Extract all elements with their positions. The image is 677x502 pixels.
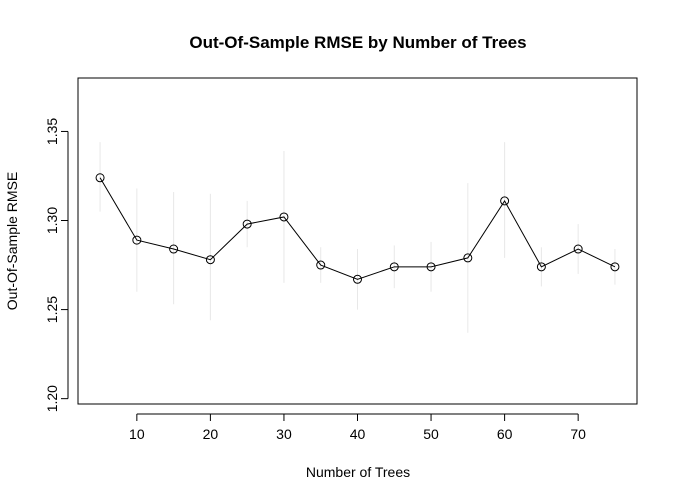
data-point (426, 262, 436, 272)
y-tick-label: 1.20 (44, 385, 60, 412)
chart-title: Out-Of-Sample RMSE by Number of Trees (189, 33, 526, 52)
data-point (316, 260, 326, 270)
x-tick-label: 40 (350, 426, 366, 442)
x-axis: 10 20 30 40 50 60 70 (129, 413, 586, 442)
data-point (389, 262, 399, 272)
x-axis-label: Number of Trees (306, 464, 410, 480)
plot-area-frame (77, 77, 638, 405)
data-point (610, 262, 620, 272)
data-point (573, 244, 583, 254)
data-point (463, 253, 473, 263)
x-tick-label: 30 (276, 426, 292, 442)
y-axis-label: Out-Of-Sample RMSE (4, 172, 20, 310)
y-axis: 1.20 1.25 1.30 1.35 (44, 118, 69, 412)
data-point (205, 255, 215, 265)
x-tick-label: 10 (129, 426, 145, 442)
error-bars (99, 142, 616, 333)
y-tick-label: 1.25 (44, 296, 60, 323)
data-point (353, 274, 362, 284)
series-line (99, 177, 616, 280)
y-tick-label: 1.30 (44, 207, 60, 234)
x-tick-label: 50 (423, 426, 439, 442)
data-point (536, 262, 546, 272)
data-point (279, 212, 289, 222)
x-tick-label: 70 (570, 426, 586, 442)
data-point (169, 244, 179, 254)
x-tick-label: 60 (497, 426, 513, 442)
x-tick-label: 20 (203, 426, 219, 442)
y-tick-label: 1.35 (44, 118, 60, 145)
series-line-group (99, 177, 616, 280)
data-points (95, 173, 620, 284)
data-point (132, 235, 142, 245)
data-point (95, 173, 105, 183)
data-point (500, 196, 510, 206)
data-point (242, 219, 252, 229)
